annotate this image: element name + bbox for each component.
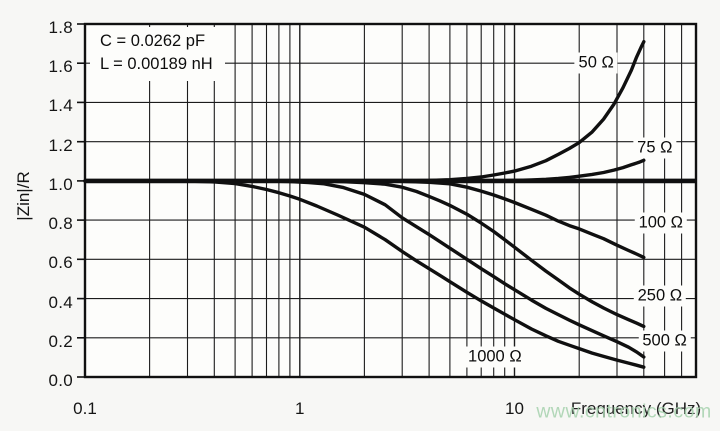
curve-250-ohm bbox=[83, 179, 646, 329]
curve-1000-ohm bbox=[83, 179, 646, 369]
curve-100-ohm bbox=[83, 179, 646, 260]
curve-75-ohm bbox=[83, 158, 646, 183]
plot-border bbox=[83, 22, 698, 379]
plot-area bbox=[85, 24, 696, 377]
curve-500-ohm bbox=[83, 179, 646, 359]
